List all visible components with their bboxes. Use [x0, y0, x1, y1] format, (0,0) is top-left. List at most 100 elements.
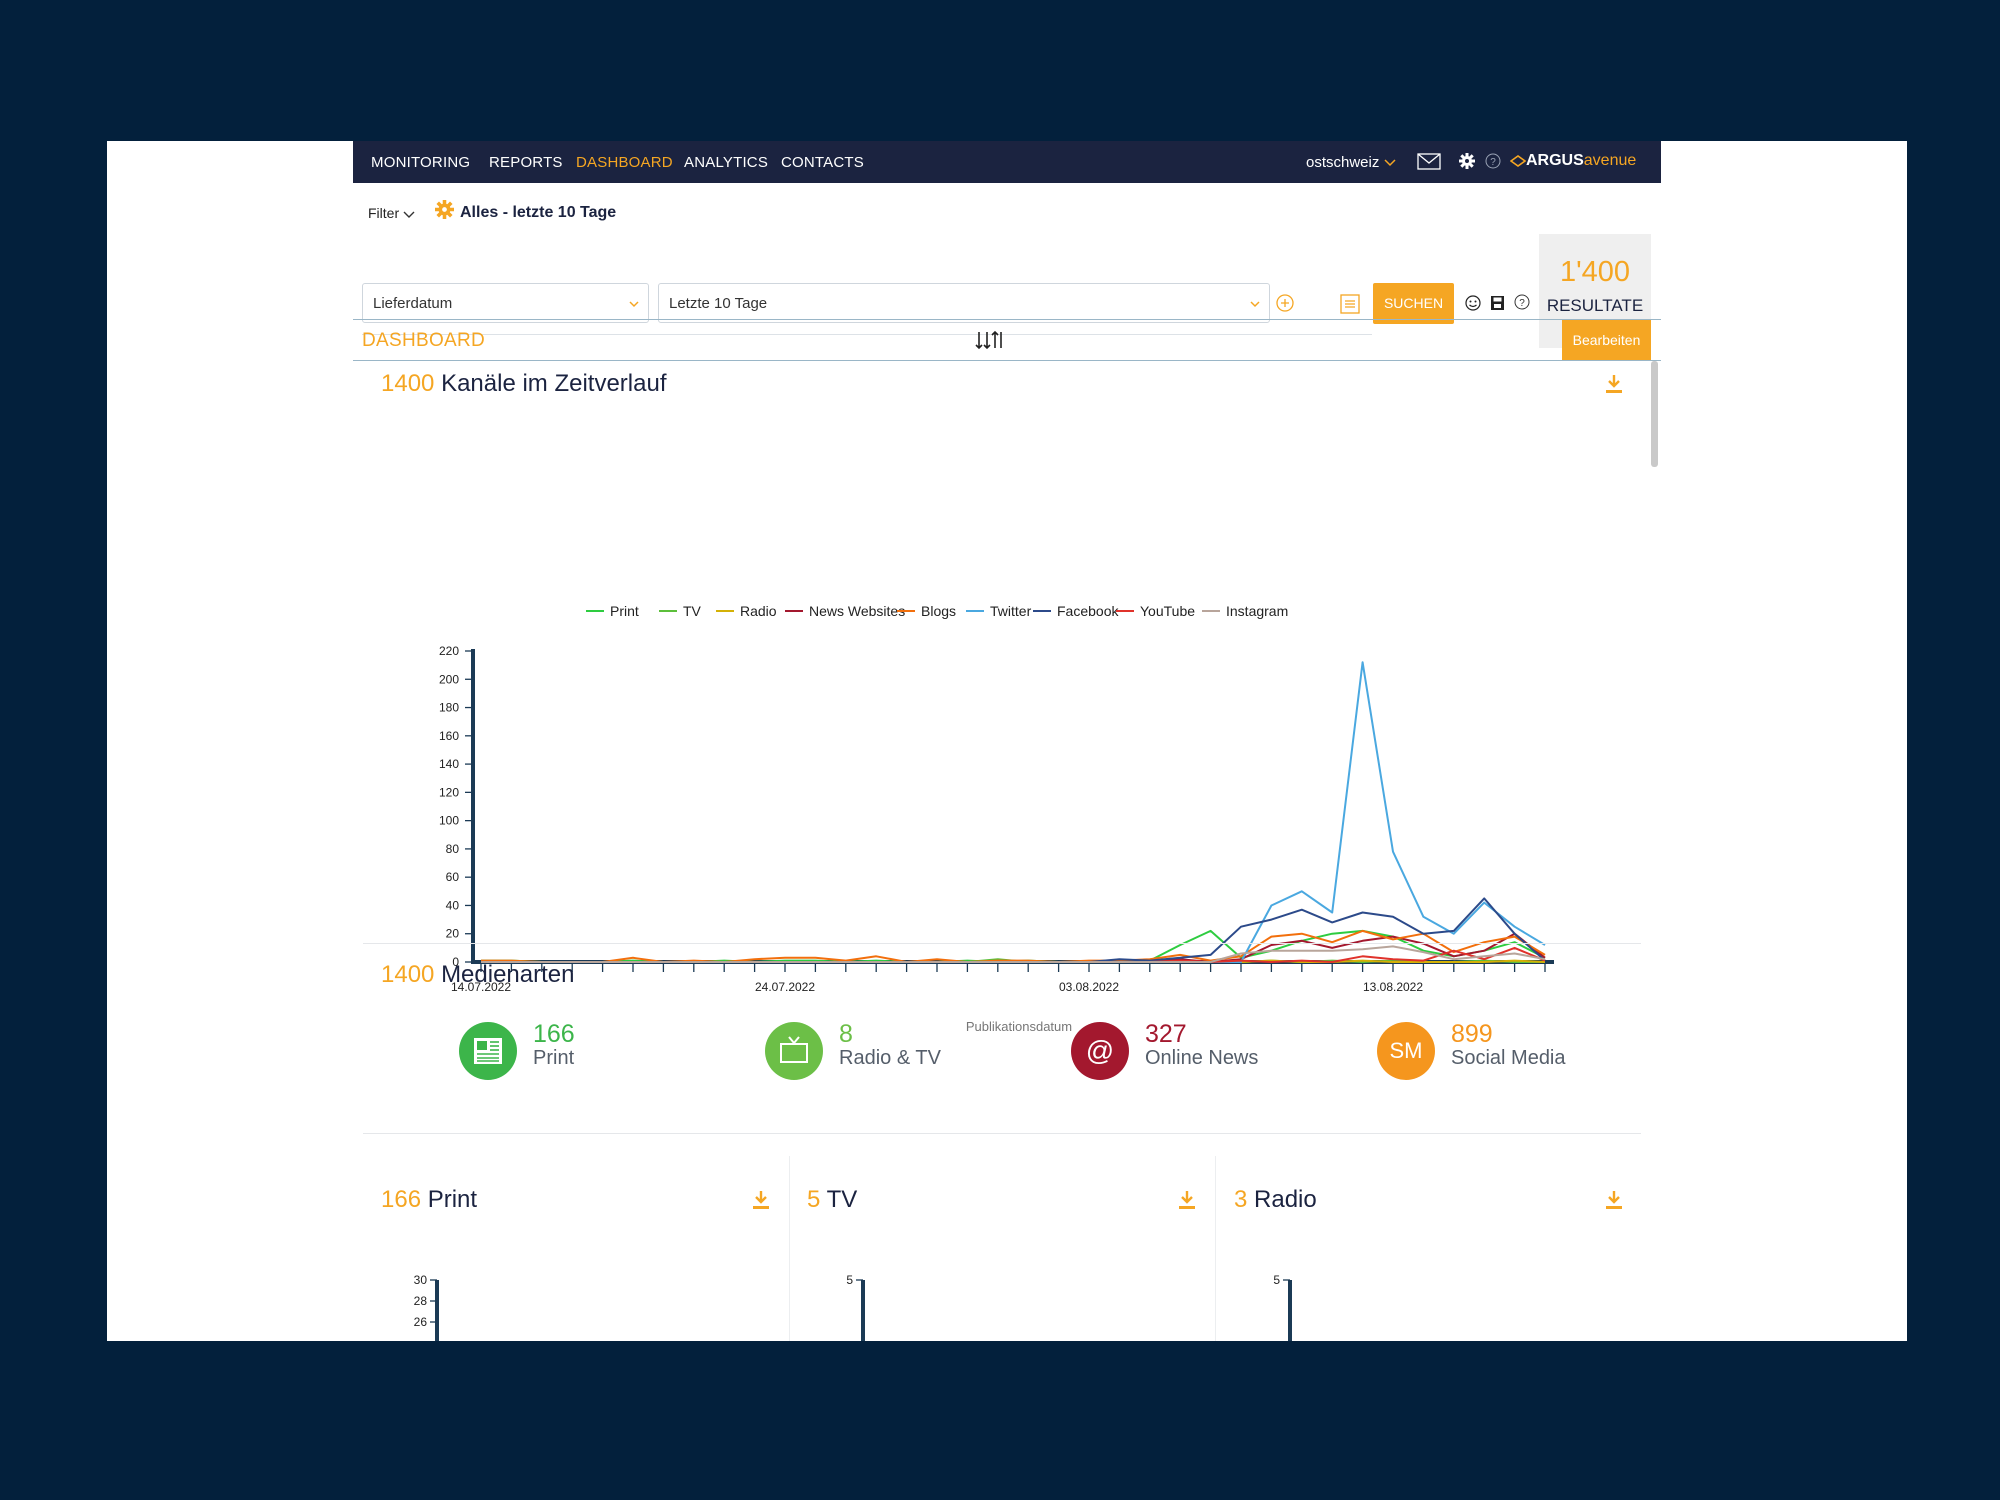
media-count: 8 — [839, 1020, 853, 1048]
media-label: Print — [533, 1047, 575, 1069]
tv-panel-title: 5 TV — [807, 1186, 857, 1214]
sm-icon: SM — [1377, 1022, 1435, 1080]
y-tick-label: 140 — [439, 757, 459, 771]
save-icon[interactable] — [1490, 295, 1505, 311]
mail-icon[interactable] — [1417, 153, 1441, 170]
y-tick-label: 40 — [446, 898, 460, 912]
nav-contacts[interactable]: CONTACTS — [781, 154, 864, 171]
y-tick-label: 220 — [439, 644, 459, 658]
filter-separator — [362, 334, 1372, 335]
timeline-title: 1400 Kanäle im Zeitverlauf — [381, 370, 667, 398]
argus-eye-icon — [1509, 154, 1527, 167]
legend-label: News Websites — [809, 603, 905, 619]
panel-title: Print — [427, 1186, 478, 1213]
y-tick-label: 5 — [846, 1273, 853, 1287]
y-tick-label: 26 — [414, 1315, 428, 1329]
series-line — [481, 897, 1546, 963]
y-tick-label: 20 — [446, 927, 460, 941]
sort-icon[interactable] — [975, 329, 1003, 351]
legend-label: Twitter — [990, 603, 1032, 619]
y-tick-label: 5 — [1273, 1273, 1280, 1287]
date-range-value: Letzte 10 Tage — [669, 295, 768, 312]
y-tick-label: 100 — [439, 814, 459, 828]
screen-frame: MONITORING REPORTS DASHBOARD ANALYTICS C… — [107, 141, 1907, 1341]
chevron-down-icon — [403, 211, 415, 218]
media-label: Social Media — [1451, 1047, 1566, 1069]
y-tick-label: 160 — [439, 729, 459, 743]
add-filter-icon[interactable] — [1276, 294, 1294, 312]
media-count: 327 — [1145, 1020, 1187, 1048]
preset-gear-icon[interactable] — [435, 200, 454, 219]
y-tick-label: 0 — [452, 955, 459, 969]
search-button[interactable]: SUCHEN — [1373, 283, 1454, 324]
y-tick-label: 60 — [446, 870, 460, 884]
panel-title: TV — [826, 1186, 858, 1213]
tv-panel-chart: 5 — [846, 1273, 865, 1341]
panel-divider — [789, 1156, 790, 1341]
filter-bar: Filter Alles - letzte 10 Tage Lieferdatu… — [353, 183, 1661, 348]
section-divider — [363, 943, 1641, 944]
scrollbar-thumb[interactable] — [1651, 361, 1658, 467]
account-name: ostschweiz — [1306, 154, 1380, 171]
filter-label: Filter — [368, 205, 400, 221]
list-view-icon[interactable] — [1340, 294, 1360, 314]
radio-panel-chart: 5 — [1273, 1273, 1292, 1341]
panel-count: 166 — [381, 1186, 422, 1213]
results-label: RESULTATE — [1546, 296, 1644, 315]
download-icon[interactable] — [1178, 1190, 1196, 1210]
radio-panel-title: 3 Radio — [1234, 1186, 1317, 1214]
x-tick-label: 14.07.2022 — [451, 980, 511, 994]
brand-name-light: avenue — [1583, 152, 1637, 169]
help-icon[interactable]: ? — [1514, 294, 1530, 310]
preset-title: Alles - letzte 10 Tage — [460, 204, 617, 221]
date-range-select[interactable]: Letzte 10 Tage — [658, 283, 1270, 323]
x-tick-label: 03.08.2022 — [1059, 980, 1119, 994]
help-icon[interactable]: ? — [1485, 153, 1501, 169]
sentiment-icon[interactable] — [1465, 295, 1481, 311]
legend-label: Radio — [740, 603, 777, 619]
panel-count: 5 — [807, 1186, 821, 1213]
legend-label: TV — [683, 603, 702, 619]
nav-analytics[interactable]: ANALYTICS — [684, 154, 769, 171]
newspaper-icon — [459, 1022, 517, 1080]
nav-reports[interactable]: REPORTS — [489, 154, 563, 171]
print-panel-title: 166 Print — [381, 1186, 477, 1214]
x-tick-label: 13.08.2022 — [1363, 980, 1423, 994]
date-field-select[interactable]: Lieferdatum — [362, 283, 649, 323]
filter-dropdown[interactable]: Filter — [368, 205, 415, 221]
account-menu[interactable]: ostschweiz — [1306, 154, 1396, 171]
y-tick-label: 200 — [439, 672, 459, 686]
app-window: MONITORING REPORTS DASHBOARD ANALYTICS C… — [353, 141, 1661, 1341]
panel-count: 3 — [1234, 1186, 1248, 1213]
dashboard-title: DASHBOARD — [362, 330, 486, 351]
panel-divider — [1215, 1156, 1216, 1341]
tv-icon — [765, 1022, 823, 1080]
nav-dashboard[interactable]: DASHBOARD — [576, 154, 673, 171]
download-icon[interactable] — [1605, 1190, 1623, 1210]
download-icon[interactable] — [1605, 374, 1623, 394]
chevron-down-icon — [1250, 301, 1260, 308]
nav-monitoring[interactable]: MONITORING — [371, 154, 471, 171]
brand-logo[interactable]: ARGUSavenue — [1509, 152, 1637, 170]
y-tick-label: 28 — [414, 1294, 428, 1308]
media-types-title-text: Medienarten — [441, 961, 575, 988]
edit-dashboard-button[interactable]: Bearbeiten — [1562, 320, 1651, 360]
legend-label: Instagram — [1226, 603, 1288, 619]
svg-text:?: ? — [1519, 298, 1525, 309]
panel-title: Radio — [1254, 1186, 1317, 1213]
section-divider — [363, 1133, 1641, 1134]
media-count: 166 — [533, 1020, 575, 1048]
results-count: 1'400 — [1559, 256, 1631, 288]
legend-label: Facebook — [1057, 603, 1119, 619]
media-label: Radio & TV — [839, 1047, 941, 1069]
y-tick-label: 180 — [439, 701, 459, 715]
y-tick-label: 80 — [446, 842, 460, 856]
chevron-down-icon — [629, 301, 639, 308]
x-tick-label: 24.07.2022 — [755, 980, 815, 994]
timeline-chart: Print TV Radio News Websites Blogs Twitter Fac… — [439, 603, 1554, 1034]
chevron-down-icon — [1384, 159, 1396, 167]
gear-icon[interactable] — [1459, 153, 1475, 169]
at-icon: @ — [1071, 1022, 1129, 1080]
media-types-count: 1400 — [381, 961, 435, 988]
download-icon[interactable] — [752, 1190, 770, 1210]
